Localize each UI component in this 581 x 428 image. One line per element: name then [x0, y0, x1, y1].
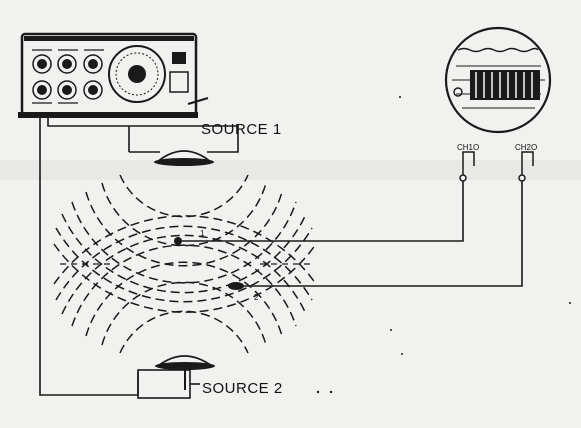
- indicator-lamp: [172, 52, 186, 64]
- ch2-label: CH2O: [515, 143, 537, 152]
- source-2: SOURCE 2: [137, 355, 333, 399]
- scan-specks: [390, 96, 571, 355]
- trace-channel-2: [470, 70, 540, 100]
- ch1-label: CH1O: [457, 143, 479, 152]
- output-lead: [187, 97, 209, 105]
- source2-dots: [316, 390, 333, 394]
- scan-band: [0, 160, 581, 180]
- knob-rings: [32, 54, 103, 100]
- ch2-socket: [521, 151, 534, 180]
- generator-knobs: [37, 59, 98, 95]
- source1-rim: [154, 158, 214, 166]
- probe-1: 1: [174, 229, 296, 245]
- probe1-label: 1: [200, 229, 205, 238]
- dial-scale: [115, 52, 159, 96]
- wavefronts-source-2: [53, 215, 317, 354]
- probe-2: 2: [228, 282, 308, 302]
- output-socket: [169, 71, 189, 93]
- dial-hub: [128, 65, 146, 83]
- generator-base: [18, 112, 198, 118]
- oscilloscope: CH1O CH2O: [444, 26, 552, 182]
- generator-top: [24, 36, 194, 41]
- lead-to-ch1: [296, 180, 464, 242]
- wire-gen-source2: [39, 118, 138, 396]
- source2-label: SOURCE 2: [202, 380, 283, 397]
- wavefronts-source-1: [53, 174, 317, 313]
- panel-markings: [32, 49, 104, 104]
- source-1: SOURCE 1: [154, 121, 282, 166]
- source1-label: SOURCE 1: [201, 121, 282, 138]
- channel-inputs: [459, 151, 534, 182]
- lead-to-ch2: [308, 180, 523, 287]
- scope-leads: [296, 180, 523, 287]
- ch1-socket: [462, 151, 475, 180]
- ch2-jack: [518, 174, 526, 182]
- probe2-label: 2: [254, 293, 259, 302]
- scope-marker: [453, 87, 463, 97]
- ch1-jack: [459, 174, 467, 182]
- frequency-dial: [108, 45, 166, 103]
- wire-gen-source1: [47, 118, 239, 153]
- scope-screen-bezel: [444, 26, 552, 134]
- signal-generator: [18, 32, 209, 118]
- trace-channel-1: [457, 47, 539, 53]
